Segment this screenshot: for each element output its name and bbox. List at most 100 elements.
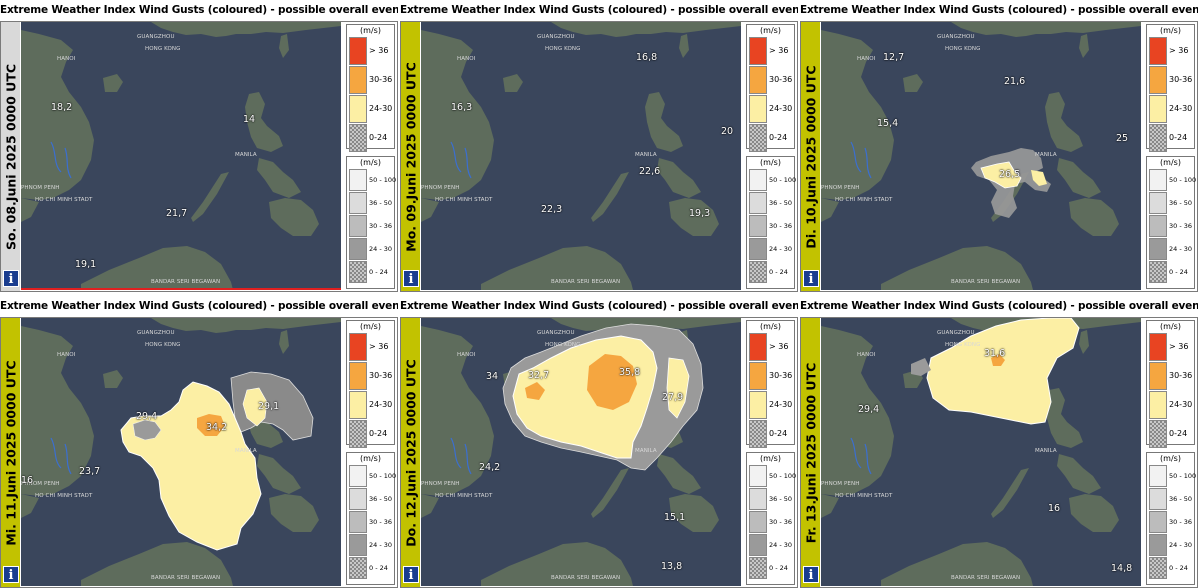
city-label: HONG KONG (145, 342, 181, 348)
forecast-date-label: So. 08.Juni 2025 0000 UTC (3, 63, 18, 250)
legend-unit: (m/s) (360, 322, 381, 331)
legend-swatch (1149, 37, 1167, 65)
colour-legend: (m/s) > 36 30-36 24-30 0-24 (1146, 24, 1195, 152)
wind-gust-value: 34,2 (206, 422, 228, 433)
info-icon[interactable]: i (403, 270, 419, 287)
legend-swatch (749, 124, 767, 152)
legend-unit: (m/s) (1160, 454, 1181, 463)
legend-panel: (m/s) > 36 30-36 24-30 0-24 (m/s) 50 - 100 36 -… (1144, 318, 1196, 587)
map-area: GUANGZHOU HONG KONG HANOI MANILA PHNOM PENH H… (21, 318, 341, 586)
legend-swatch (749, 557, 767, 579)
legend-label: 50 - 100 (1169, 176, 1197, 184)
map-svg (21, 22, 341, 290)
legend-swatch (1149, 511, 1167, 533)
city-label: MANILA (1035, 448, 1057, 454)
legend-swatch (349, 333, 367, 361)
city-label: PHNOM PENH (421, 481, 460, 487)
colour-legend: (m/s) > 36 30-36 24-30 0-24 (346, 320, 395, 448)
wind-gust-value: 32,7 (528, 370, 550, 381)
wind-gust-value: 20 (721, 126, 734, 137)
legend-swatch (349, 420, 367, 448)
wind-gust-value: 29,1 (258, 401, 280, 412)
date-sidebar (801, 318, 820, 587)
map-svg (821, 22, 1141, 290)
legend-label: 50 - 100 (769, 472, 797, 480)
legend-swatch (349, 511, 367, 533)
info-icon[interactable]: i (3, 566, 19, 583)
wind-gust-value: 26,5 (999, 169, 1021, 180)
wind-gust-value: 35,8 (619, 367, 641, 378)
legend-swatch (749, 333, 767, 361)
legend-label: 30-36 (1169, 75, 1193, 84)
wind-gust-value: 21,7 (166, 208, 188, 219)
panel-title: Extreme Weather Index Wind Gusts (colour… (800, 4, 1198, 16)
grey-legend: (m/s) 50 - 100 36 - 50 30 - 36 24 - 30 0 - 24 (346, 452, 396, 585)
info-icon[interactable]: i (803, 566, 819, 583)
legend-unit: (m/s) (760, 454, 781, 463)
forecast-date-label: Di. 10.Juni 2025 0000 UTC (803, 64, 818, 249)
legend-label: 24 - 30 (1169, 541, 1193, 549)
wind-gust-value: 21,6 (1004, 76, 1026, 87)
date-sidebar (401, 318, 420, 587)
legend-unit: (m/s) (760, 322, 781, 331)
legend-label: 30-36 (769, 371, 793, 380)
legend-swatch (1149, 124, 1167, 152)
legend-label: 50 - 100 (769, 176, 797, 184)
city-label: GUANGZHOU (137, 34, 175, 40)
legend-swatch (349, 261, 367, 283)
city-label: GUANGZHOU (937, 34, 975, 40)
city-label: HONG KONG (545, 342, 581, 348)
legend-swatch (1149, 333, 1167, 361)
weather-map-panel: Extreme Weather Index Wind Gusts (colour… (0, 0, 398, 292)
legend-label: 24-30 (369, 104, 393, 113)
legend-unit: (m/s) (360, 454, 381, 463)
legend-swatch (749, 261, 767, 283)
legend-swatch (349, 557, 367, 579)
legend-label: 24-30 (1169, 400, 1193, 409)
map-area: GUANGZHOU HONG KONG HANOI MANILA PHNOM PENH H… (21, 22, 341, 290)
wind-gust-value: 15,4 (877, 118, 899, 129)
city-label: BANDAR SERI BEGAWAN (151, 575, 221, 581)
legend-swatch (749, 465, 767, 487)
forecast-date-label: Do. 12.Juni 2025 0000 UTC (403, 358, 418, 547)
legend-label: 24 - 30 (769, 245, 793, 253)
info-icon[interactable]: i (803, 270, 819, 287)
legend-swatch (1149, 192, 1167, 214)
legend-label: 24 - 30 (369, 541, 393, 549)
city-label: HONG KONG (945, 46, 981, 52)
grey-legend: (m/s) 50 - 100 36 - 50 30 - 36 24 - 30 0 - 24 (746, 452, 797, 585)
grey-legend: (m/s) 50 - 100 36 - 50 30 - 36 24 - 30 0 - 24 (346, 156, 397, 289)
legend-swatch (349, 465, 367, 487)
info-icon[interactable]: i (403, 566, 419, 583)
forecast-date-label: Fr. 13.Juni 2025 0000 UTC (803, 362, 818, 543)
legend-label: 24 - 30 (1169, 245, 1193, 253)
city-label: MANILA (1035, 152, 1057, 158)
legend-swatch (1149, 488, 1167, 510)
panel-title: Extreme Weather Index Wind Gusts (colour… (0, 4, 398, 16)
legend-label: 0-24 (769, 133, 788, 142)
map-svg (21, 318, 341, 586)
city-label: HONG KONG (945, 342, 981, 348)
wind-gust-value: 12,7 (883, 52, 905, 63)
date-sidebar (801, 22, 820, 291)
legend-label: > 36 (1169, 342, 1189, 351)
city-label: BANDAR SERI BEGAWAN (151, 279, 221, 285)
legend-label: 50 - 100 (369, 176, 397, 184)
city-label: HANOI (457, 352, 476, 358)
legend-label: 0-24 (769, 429, 788, 438)
legend-label: 30-36 (769, 75, 793, 84)
colour-legend: (m/s) > 36 30-36 24-30 0-24 (746, 320, 795, 448)
city-label: HO CHI MINH STADT (835, 493, 893, 499)
wind-gust-value: 31,6 (984, 348, 1006, 359)
city-label: PHNOM PENH (821, 185, 860, 191)
legend-unit: (m/s) (760, 158, 781, 167)
legend-label: > 36 (369, 46, 389, 55)
legend-unit: (m/s) (360, 26, 381, 35)
legend-label: > 36 (769, 46, 789, 55)
wind-gust-value: 16 (21, 475, 34, 486)
info-icon[interactable]: i (3, 270, 19, 287)
legend-swatch (349, 534, 367, 556)
legend-label: 24-30 (1169, 104, 1193, 113)
wind-gust-value: 27,9 (662, 392, 684, 403)
city-label: PHNOM PENH (421, 185, 460, 191)
